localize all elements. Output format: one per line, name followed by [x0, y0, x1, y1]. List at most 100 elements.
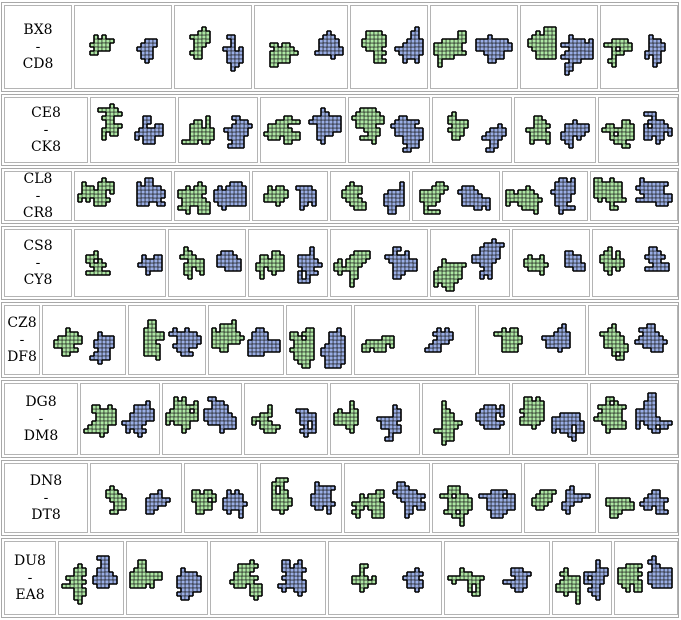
- unit-square: [494, 509, 500, 515]
- unit-square: [203, 493, 209, 499]
- unit-square: [514, 583, 520, 589]
- unit-square: [100, 567, 106, 573]
- unit-square: [361, 254, 367, 260]
- unit-square: [237, 193, 243, 199]
- unit-square: [414, 42, 420, 48]
- piece-outline: [384, 246, 418, 280]
- unit-square: [479, 254, 485, 260]
- unit-square: [455, 123, 461, 129]
- unit-square: [652, 46, 658, 52]
- piece-outline: [525, 115, 551, 145]
- unit-square: [215, 412, 221, 418]
- unit-square: [617, 135, 623, 141]
- unit-square: [629, 567, 635, 573]
- unit-square: [77, 571, 83, 577]
- unit-square: [322, 489, 328, 495]
- unit-square: [489, 131, 495, 137]
- unit-square: [388, 420, 394, 426]
- row-label-from: CE8: [31, 104, 61, 121]
- green-piece: [593, 177, 627, 211]
- unit-square: [494, 501, 500, 507]
- unit-square: [243, 123, 249, 129]
- unit-square: [369, 38, 375, 44]
- unit-square: [301, 359, 307, 365]
- piece-outline: [136, 38, 158, 64]
- unit-square: [332, 123, 338, 129]
- unit-square: [611, 343, 617, 349]
- unit-square: [613, 505, 619, 511]
- unit-square: [609, 181, 615, 187]
- green-piece: [255, 250, 285, 280]
- unit-square: [231, 131, 237, 137]
- unit-square: [410, 38, 416, 44]
- unit-square: [275, 123, 281, 129]
- piece-pair: [593, 392, 673, 434]
- unit-square: [193, 123, 199, 129]
- unit-square: [219, 408, 225, 414]
- unit-square: [495, 50, 501, 56]
- unit-square: [396, 489, 402, 495]
- unit-square: [141, 412, 147, 418]
- unit-square: [235, 335, 241, 341]
- unit-square: [363, 579, 369, 585]
- blue-piece: [550, 177, 576, 215]
- unit-square: [297, 587, 303, 593]
- unit-square: [328, 123, 334, 129]
- unit-square: [396, 270, 402, 276]
- unit-square: [400, 485, 406, 491]
- unit-square: [445, 424, 451, 430]
- unit-square: [326, 46, 332, 52]
- unit-square: [371, 505, 377, 511]
- unit-square: [503, 42, 509, 48]
- unit-square: [494, 493, 500, 499]
- unit-square: [73, 575, 79, 581]
- figure-cell: [286, 305, 352, 375]
- figure-cell: [588, 305, 678, 375]
- unit-square: [490, 497, 496, 503]
- unit-square: [495, 42, 501, 48]
- unit-square: [547, 42, 553, 48]
- unit-square: [406, 139, 412, 145]
- piece-outline: [61, 563, 87, 605]
- unit-square: [65, 339, 71, 345]
- unit-square: [643, 185, 649, 191]
- unit-square: [345, 416, 351, 422]
- unit-square: [233, 579, 239, 585]
- unit-square: [494, 505, 500, 511]
- unit-square: [483, 416, 489, 422]
- blue-piece: [644, 34, 666, 68]
- unit-square: [392, 424, 398, 430]
- unit-square: [173, 412, 179, 418]
- unit-square: [445, 282, 451, 288]
- piece-pair: [601, 111, 673, 149]
- unit-square: [571, 579, 577, 585]
- unit-square: [373, 42, 379, 48]
- green-piece: [555, 567, 581, 605]
- blue-piece: [394, 26, 424, 64]
- piece-outline: [599, 323, 629, 361]
- unit-square: [568, 131, 574, 137]
- unit-square: [499, 46, 505, 52]
- unit-square: [406, 50, 412, 56]
- figure-cell: [330, 229, 428, 297]
- unit-square: [505, 339, 511, 345]
- piece-pair: [165, 396, 237, 434]
- unit-square: [535, 42, 541, 48]
- piece-pair: [531, 485, 591, 515]
- unit-square: [535, 416, 541, 422]
- unit-square: [336, 347, 342, 353]
- blue-piece: [92, 555, 118, 589]
- unit-square: [563, 420, 569, 426]
- figure-cell: [552, 541, 612, 615]
- unit-square: [402, 131, 408, 137]
- unit-square: [655, 497, 661, 503]
- unit-square: [279, 493, 285, 499]
- unit-square: [527, 262, 533, 268]
- blue-piece: [478, 489, 516, 519]
- piece-outline: [560, 119, 590, 149]
- unit-square: [414, 135, 420, 141]
- unit-square: [73, 335, 79, 341]
- unit-square: [655, 567, 661, 573]
- unit-square: [599, 571, 605, 577]
